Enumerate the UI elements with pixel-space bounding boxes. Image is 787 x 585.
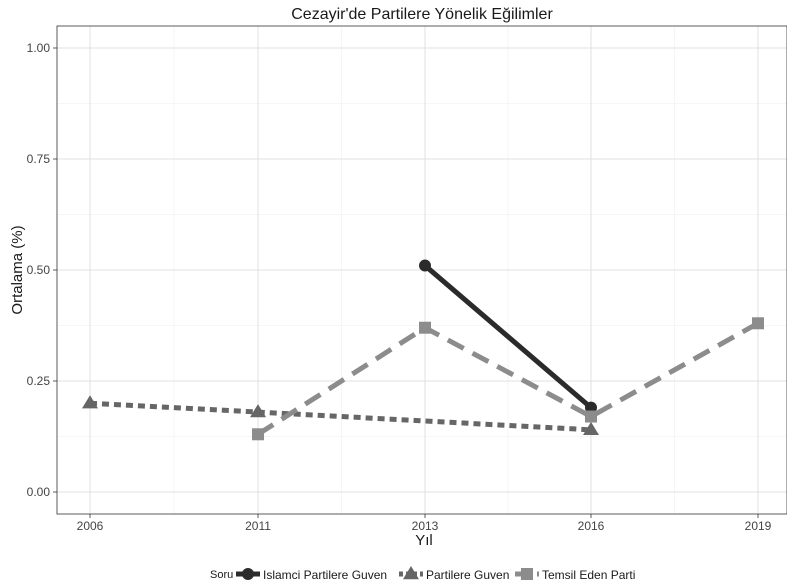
- legend-item: Partilere Guven: [399, 566, 509, 582]
- legend-label: Islamci Partilere Guven: [263, 568, 387, 582]
- x-tick-label: 2011: [245, 519, 271, 533]
- data-point-triangle: [82, 395, 98, 409]
- series-layer: [82, 259, 764, 441]
- data-point-square: [252, 428, 264, 441]
- legend-item: Temsil Eden Parti: [515, 568, 635, 582]
- y-tick-label: 0.50: [27, 263, 51, 277]
- gridlines: [57, 26, 787, 514]
- legend-marker-circle: [242, 568, 254, 580]
- legend-label: Temsil Eden Parti: [542, 568, 635, 582]
- legend-marker-triangle: [403, 566, 419, 580]
- data-point-square: [585, 410, 597, 423]
- data-point-triangle: [583, 421, 599, 436]
- series-1: [82, 395, 599, 436]
- series-2: [252, 317, 764, 441]
- y-tick-label: 0.00: [27, 485, 51, 499]
- series-line: [423, 263, 593, 410]
- y-tick-label: 0.25: [27, 374, 51, 388]
- x-tick-label: 2016: [578, 519, 605, 533]
- data-point-square: [752, 317, 764, 330]
- legend-title: Soru: [210, 569, 233, 581]
- legend-label: Partilere Guven: [426, 568, 509, 582]
- data-point-triangle: [250, 404, 266, 418]
- x-axis-title: Yıl: [415, 532, 433, 549]
- data-point-square: [419, 321, 431, 334]
- x-tick-label: 2019: [745, 519, 772, 533]
- data-point-circle: [419, 259, 431, 272]
- x-tick-label: 2013: [412, 519, 439, 533]
- x-tick-label: 2006: [77, 519, 104, 533]
- legend-item: Islamci Partilere Guven: [236, 568, 387, 582]
- y-axis-title: Ortalama (%): [9, 225, 26, 314]
- legend: Soru Islamci Partilere Guven Partilere Gu…: [210, 566, 635, 582]
- chart-title: Cezayir'de Partilere Yönelik Eğilimler: [291, 6, 553, 23]
- x-axis: 2006 2011 2013 2016 2019: [77, 514, 772, 533]
- y-tick-label: 1.00: [27, 41, 51, 55]
- legend-marker-square: [521, 568, 533, 580]
- y-tick-label: 0.75: [27, 152, 51, 166]
- y-axis: 0.00 0.25 0.50 0.75 1.00: [27, 41, 57, 499]
- series-line: [256, 321, 760, 437]
